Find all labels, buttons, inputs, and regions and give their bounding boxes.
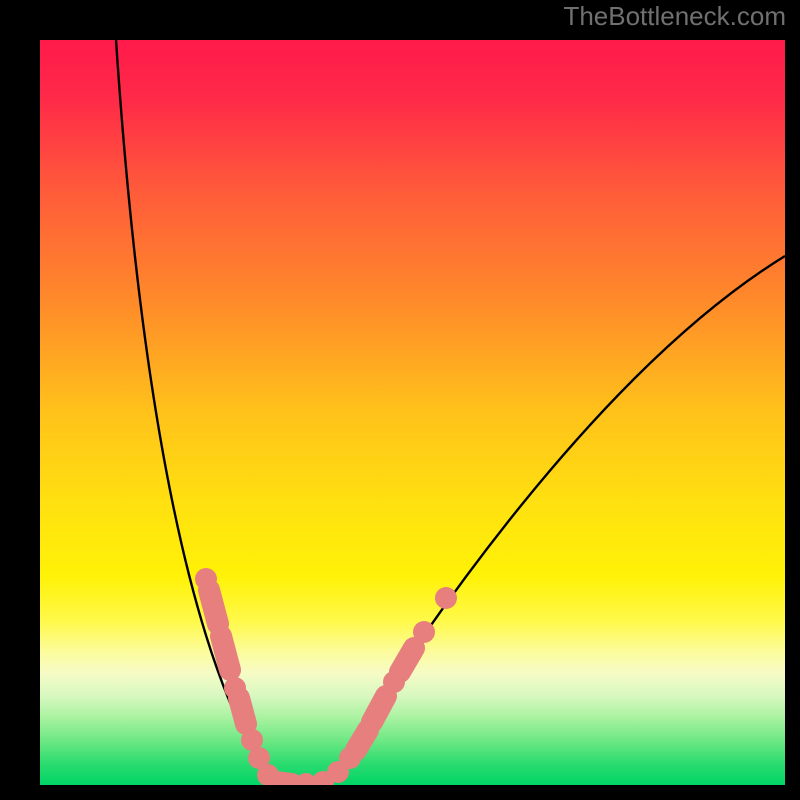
marker-capsule — [239, 698, 246, 724]
bottleneck-curve — [116, 40, 785, 783]
marker-capsule — [372, 696, 386, 722]
marker-capsule — [276, 782, 292, 784]
chart-container: TheBottleneck.com — [0, 0, 800, 800]
marker-capsule — [356, 730, 368, 750]
marker-dot — [435, 587, 457, 609]
marker-capsule — [400, 648, 414, 672]
marker-dot — [413, 621, 435, 643]
watermark-text: TheBottleneck.com — [563, 1, 786, 32]
plot-area — [40, 40, 785, 785]
marker-capsule — [221, 636, 230, 670]
marker-capsule — [209, 590, 218, 624]
curve-overlay — [40, 40, 785, 785]
